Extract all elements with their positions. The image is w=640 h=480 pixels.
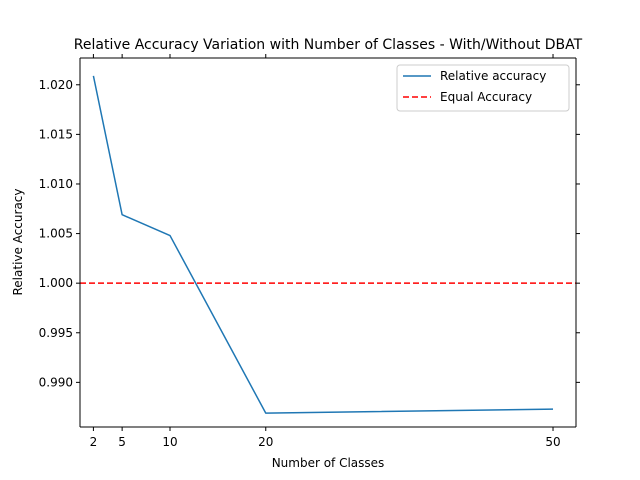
x-tick-label: 5 — [118, 435, 126, 449]
y-tick-label: 1.020 — [39, 78, 73, 92]
y-tick-label: 1.005 — [39, 227, 73, 241]
axes-spines — [79, 57, 577, 428]
x-tick-label: 20 — [258, 435, 273, 449]
y-tick-label: 0.995 — [39, 326, 73, 340]
x-tick-label: 50 — [545, 435, 560, 449]
legend-label-equal-accuracy: Equal Accuracy — [440, 90, 532, 104]
y-axis-label: Relative Accuracy — [11, 189, 25, 296]
plot-frame — [80, 58, 576, 427]
series-line-relative-accuracy — [92, 75, 554, 414]
y-tick-label: 1.010 — [39, 177, 73, 191]
y-tick-label: 1.015 — [39, 127, 73, 141]
legend-label-relative-accuracy: Relative accuracy — [440, 69, 546, 83]
x-tick-label: 2 — [90, 435, 98, 449]
x-axis-ticks: 2 5 10 20 50 — [90, 54, 561, 449]
x-axis-label: Number of Classes — [272, 456, 385, 470]
plot-area: 2 5 10 20 50 0.990 0.995 1.000 1.005 1.010 1.015 1… — [39, 54, 580, 449]
y-tick-label: 1.000 — [39, 276, 73, 290]
series-lines — [92, 75, 554, 414]
x-tick-label: 10 — [162, 435, 177, 449]
y-tick-label: 0.990 — [39, 375, 73, 389]
legend-box — [396, 64, 570, 112]
y-axis-ticks: 0.990 0.995 1.000 1.005 1.010 1.015 1.020 — [39, 78, 580, 389]
chart-title: Relative Accuracy Variation with Number … — [74, 37, 583, 53]
legend: Relative accuracy Equal Accuracy — [396, 64, 570, 112]
